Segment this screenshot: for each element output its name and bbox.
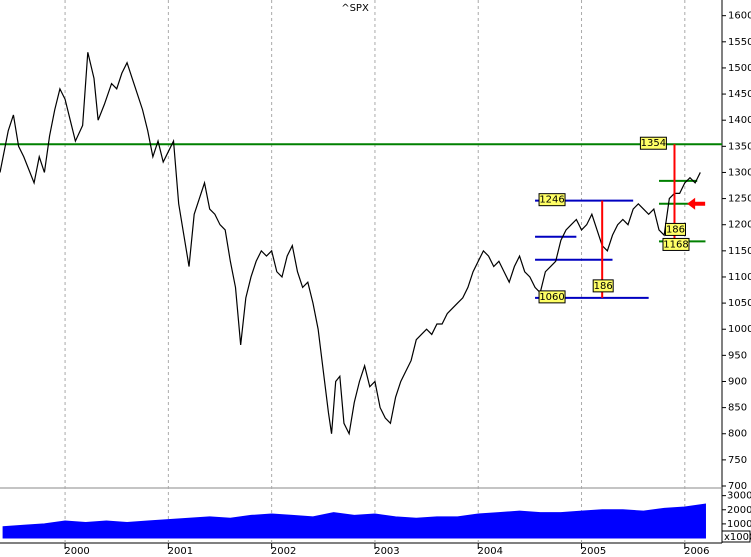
y-tick-label: 1150 xyxy=(728,246,751,257)
volume-tick-label: 30000 xyxy=(727,491,751,502)
y-tick-label: 1100 xyxy=(728,272,751,283)
x-tick-label: 2000 xyxy=(64,546,89,557)
x-tick-label: 2004 xyxy=(478,546,503,557)
y-tick-label: 1200 xyxy=(728,220,751,231)
y-tick-label: 1500 xyxy=(728,63,751,74)
measure-label: 186 xyxy=(594,281,613,292)
level-label-box xyxy=(639,136,667,150)
arrow-marker xyxy=(687,197,706,210)
measure-label-box xyxy=(664,222,686,236)
level-label-box xyxy=(538,290,566,304)
level-label: 1246 xyxy=(539,195,564,206)
measure-label-box xyxy=(592,279,614,293)
y-tick-label: 900 xyxy=(728,376,747,387)
price-line xyxy=(0,52,701,436)
level-label: 1168 xyxy=(663,239,688,250)
y-tick-label: 850 xyxy=(728,403,747,414)
y-tick-label: 1050 xyxy=(728,298,751,309)
level-label: 1060 xyxy=(539,292,564,303)
chart-title: ^SPX xyxy=(341,3,369,14)
y-tick-label: 1350 xyxy=(728,141,751,152)
y-tick-label: 1600 xyxy=(728,11,751,22)
level-label-box xyxy=(662,237,690,251)
y-tick-label: 800 xyxy=(728,429,747,440)
y-tick-label: 700 xyxy=(728,481,747,492)
y-tick-label: 1550 xyxy=(728,37,751,48)
x-tick-label: 2005 xyxy=(581,546,606,557)
level-label: 1354 xyxy=(641,138,666,149)
volume-area xyxy=(2,503,706,539)
measure-label: 186 xyxy=(666,224,685,235)
y-tick-label: 950 xyxy=(728,350,747,361)
volume-tick-label: 20000 xyxy=(727,505,751,516)
level-label-box xyxy=(538,193,566,207)
y-tick-label: 1000 xyxy=(728,324,751,335)
x-tick-label: 2002 xyxy=(271,546,296,557)
y-tick-label: 1250 xyxy=(728,194,751,205)
x-tick-label: 2003 xyxy=(374,546,399,557)
unit-box xyxy=(721,530,751,543)
y-tick-label: 1450 xyxy=(728,89,751,100)
x-tick-label: 2001 xyxy=(168,546,193,557)
volume-unit: x1000 xyxy=(724,532,751,543)
x-tick-label: 2006 xyxy=(684,546,709,557)
volume-tick-label: 10000 xyxy=(727,519,751,530)
y-tick-label: 750 xyxy=(728,455,747,466)
y-tick-label: 1400 xyxy=(728,115,751,126)
y-tick-label: 1300 xyxy=(728,167,751,178)
